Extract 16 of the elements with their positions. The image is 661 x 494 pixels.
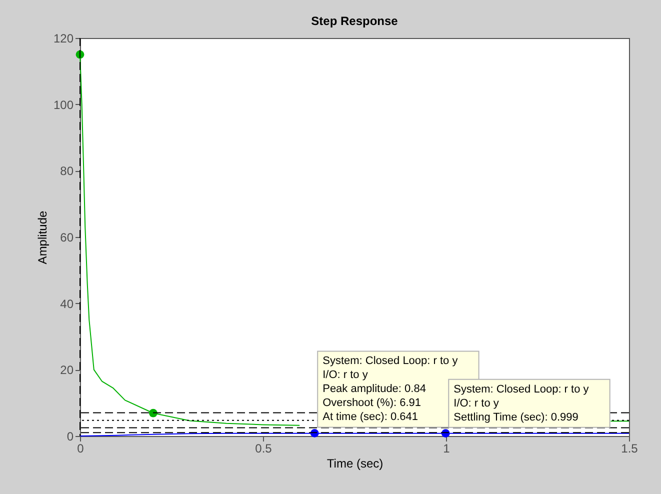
y-tick-label: 20	[60, 363, 74, 378]
point	[149, 408, 158, 418]
y-tick-label: 120	[53, 32, 74, 46]
x-tick-label: 1	[443, 442, 450, 456]
annotation: System: Closed Loop: r to y I/O: r to y Settling Time (sec): 0.999	[454, 383, 590, 424]
y-axis-title: Amplitude	[35, 210, 50, 264]
x-tick-label: 1.5	[621, 442, 638, 456]
y-tick-label: 80	[60, 164, 74, 178]
x-tick-label: 0.5	[255, 442, 272, 456]
y-tick-label: 100	[53, 98, 74, 112]
y-tick-label: 60	[60, 230, 74, 244]
x-tick-label: 0	[77, 442, 84, 456]
y-tick-label: 0	[66, 430, 74, 444]
x-axis-title: Time (sec)	[326, 456, 384, 470]
y-tick-label: 40	[60, 296, 74, 311]
chart-title: Step Response	[311, 14, 398, 28]
